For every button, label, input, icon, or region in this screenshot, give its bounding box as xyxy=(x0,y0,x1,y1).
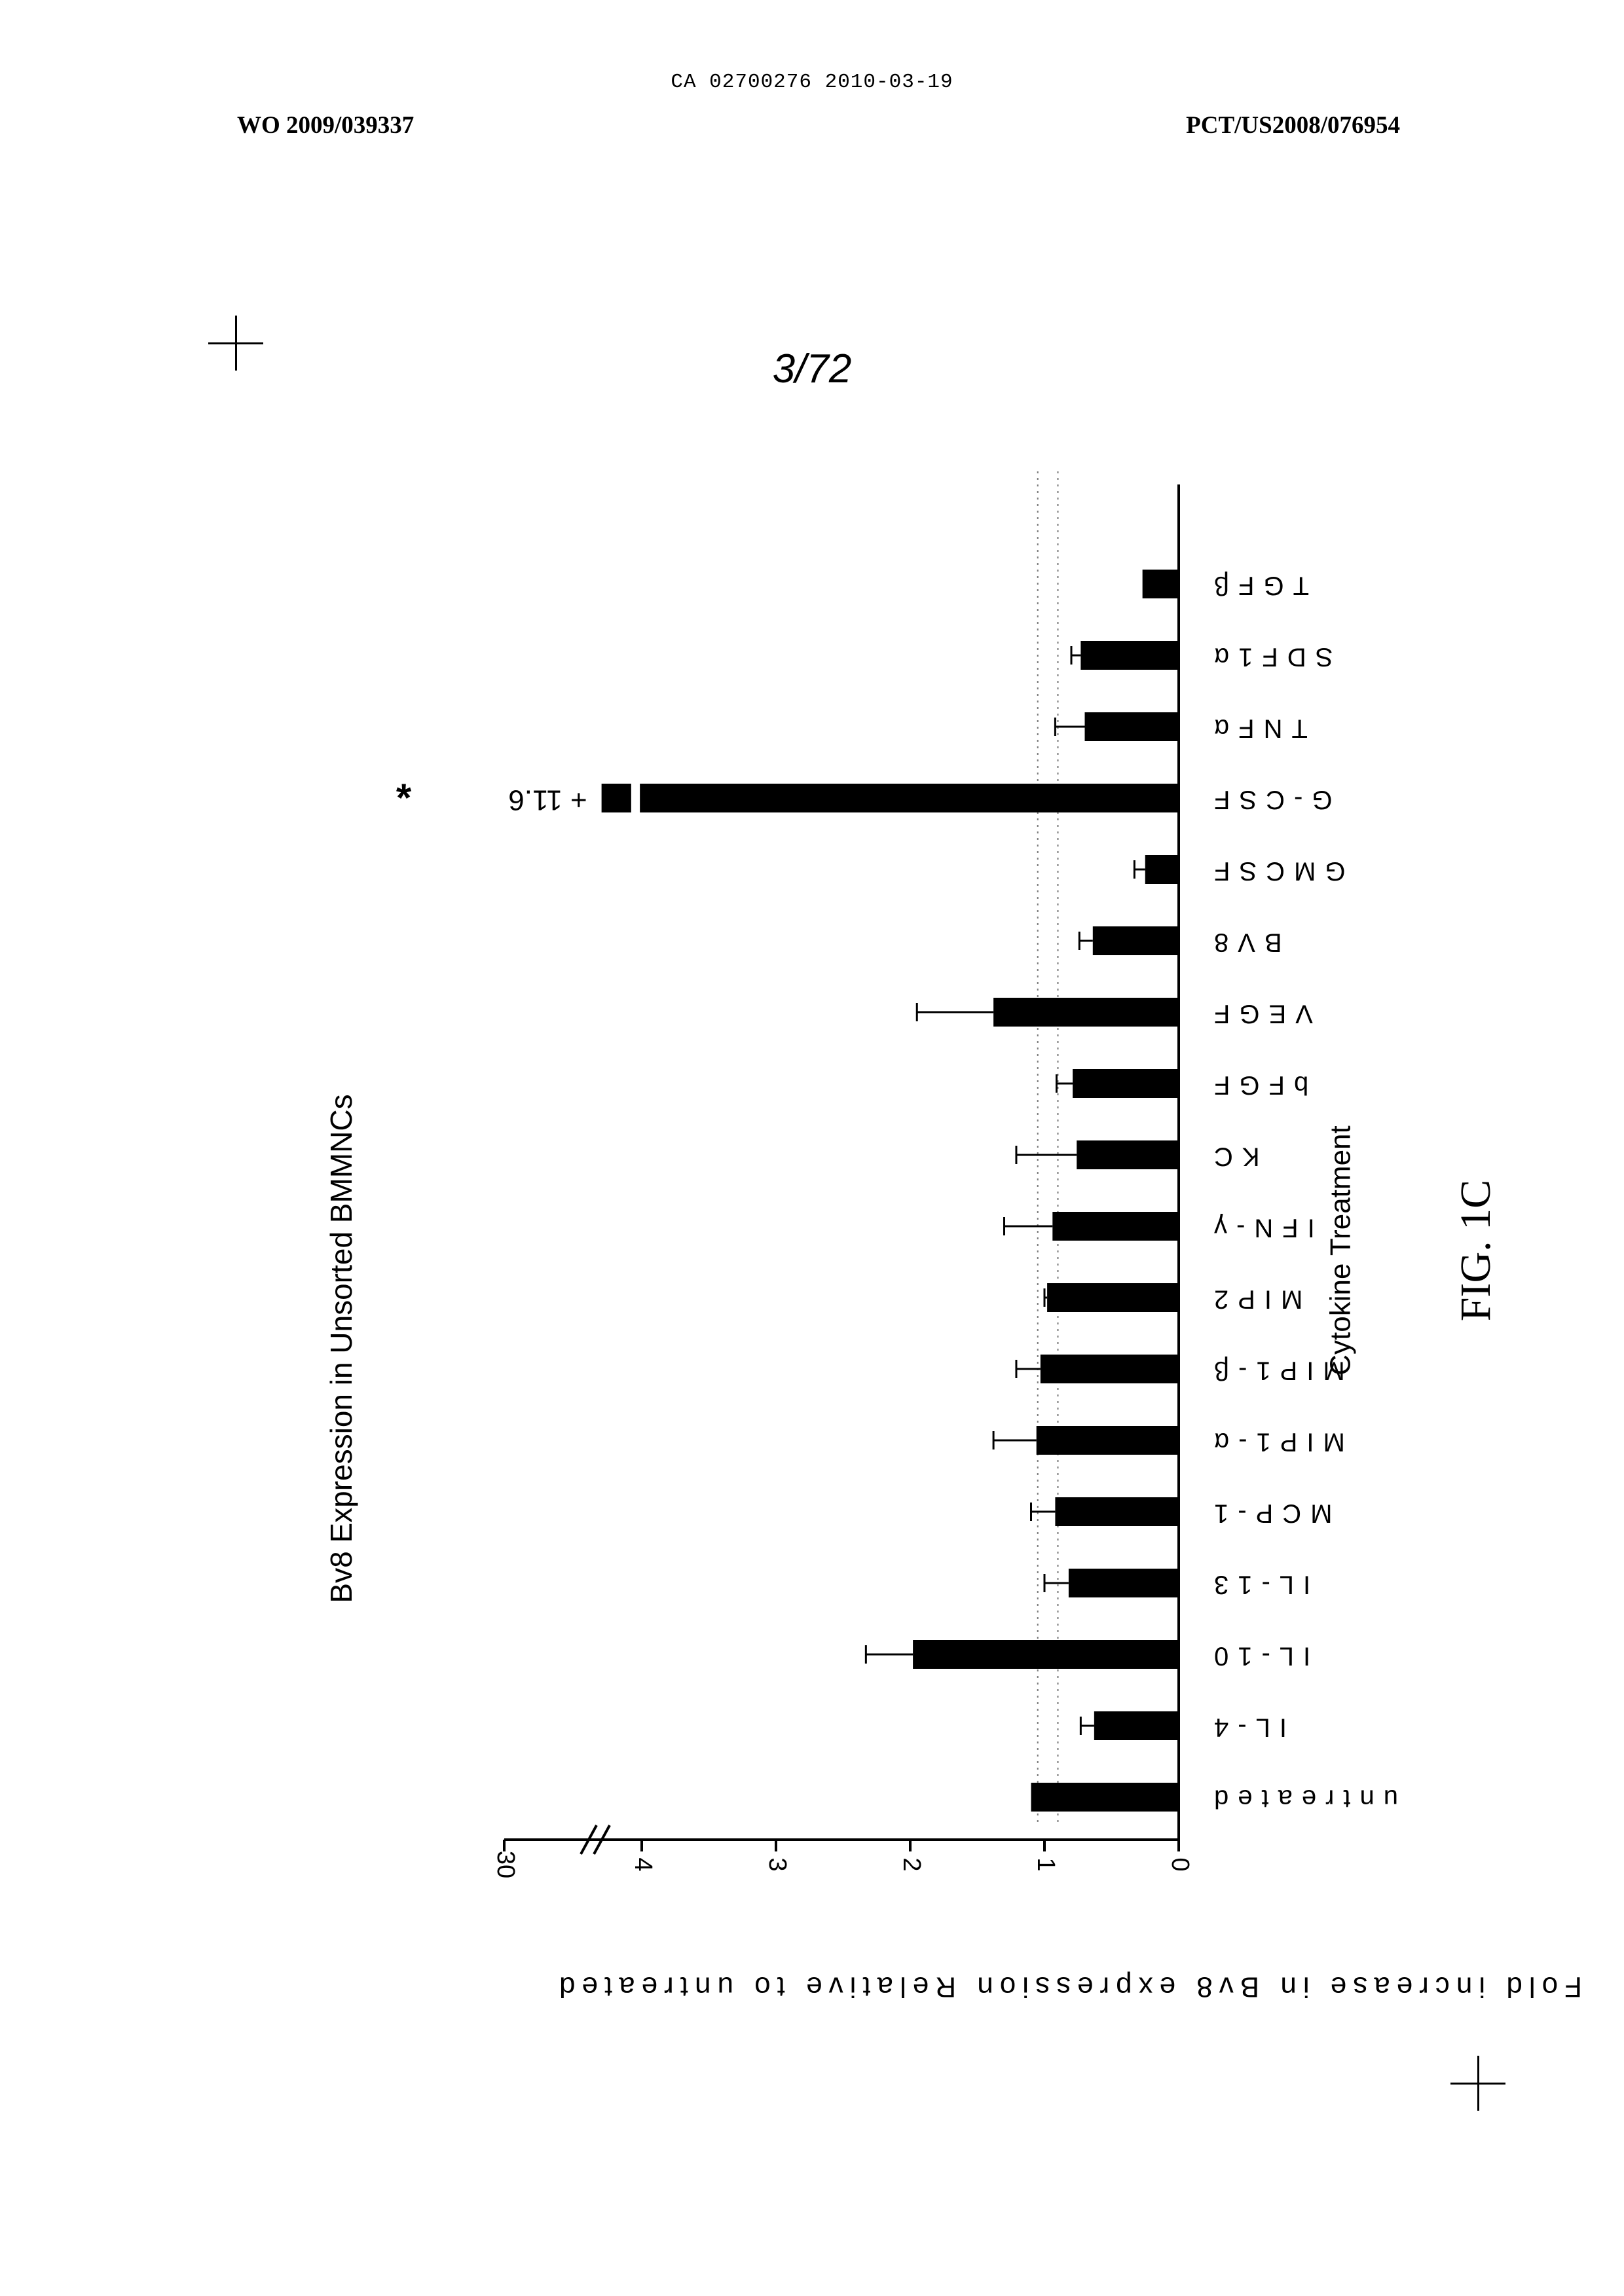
bar-17 xyxy=(1143,570,1179,598)
bar-16 xyxy=(1080,641,1179,670)
category-axis-label: Cytokine Treatment xyxy=(1325,1125,1357,1376)
bar-10 xyxy=(1073,1069,1179,1098)
bar-9 xyxy=(1077,1140,1179,1169)
category-label-11: VEGF xyxy=(1205,999,1313,1028)
bar-2 xyxy=(913,1640,1179,1669)
category-label-0: untreated xyxy=(1205,1784,1398,1813)
value-tick-label-4: 4 xyxy=(629,1857,657,1871)
category-label-10: bFGF xyxy=(1205,1070,1308,1099)
bar-14-upper xyxy=(602,784,631,812)
bar-6 xyxy=(1041,1355,1179,1383)
significance-star: * xyxy=(396,776,412,820)
bar-7 xyxy=(1047,1283,1179,1312)
value-tick-label-2: 2 xyxy=(898,1857,925,1871)
figure-label: FIG. 1C xyxy=(1452,1180,1500,1321)
bar-15 xyxy=(1085,712,1179,741)
bar-0 xyxy=(1031,1783,1179,1812)
value-tick-label-30: 30 xyxy=(492,1851,519,1878)
bar-11 xyxy=(993,998,1179,1027)
bar-break-label: + 11.6 xyxy=(508,784,587,816)
bar-3 xyxy=(1069,1569,1179,1597)
bar-8 xyxy=(1052,1212,1179,1241)
value-tick-label-0: 0 xyxy=(1166,1857,1194,1871)
category-label-6: MIP1-β xyxy=(1205,1356,1345,1385)
category-label-2: IL-10 xyxy=(1205,1641,1310,1670)
bar-12 xyxy=(1093,926,1179,955)
value-tick-label-1: 1 xyxy=(1032,1857,1060,1871)
category-label-4: MCP-1 xyxy=(1205,1499,1332,1527)
value-axis-label: Fold increase in Bv8 expression Relative… xyxy=(553,1971,1582,2003)
bar-5 xyxy=(1037,1426,1179,1455)
category-label-17: TGFβ xyxy=(1205,571,1309,600)
category-label-3: IL-13 xyxy=(1205,1570,1310,1599)
category-label-5: MIP1-α xyxy=(1205,1427,1345,1456)
category-label-14: G-CSF xyxy=(1205,785,1332,814)
category-label-9: KC xyxy=(1205,1142,1260,1171)
category-label-7: MIP2 xyxy=(1205,1285,1302,1313)
category-label-8: IFN-γ xyxy=(1205,1213,1315,1242)
chart-title: Bv8 Expression in Unsorted BMMNCs xyxy=(324,1094,358,1603)
value-tick-label-3: 3 xyxy=(764,1857,791,1871)
category-label-1: IL-4 xyxy=(1205,1713,1287,1741)
bar-13 xyxy=(1145,855,1179,884)
bar-4 xyxy=(1055,1497,1179,1526)
category-label-12: BV8 xyxy=(1205,928,1282,957)
bar-1 xyxy=(1094,1711,1179,1740)
category-label-13: GMCSF xyxy=(1205,856,1345,885)
category-label-15: TNFα xyxy=(1205,714,1308,742)
category-label-16: SDF1α xyxy=(1205,642,1333,671)
bar-14-lower xyxy=(640,784,1179,812)
